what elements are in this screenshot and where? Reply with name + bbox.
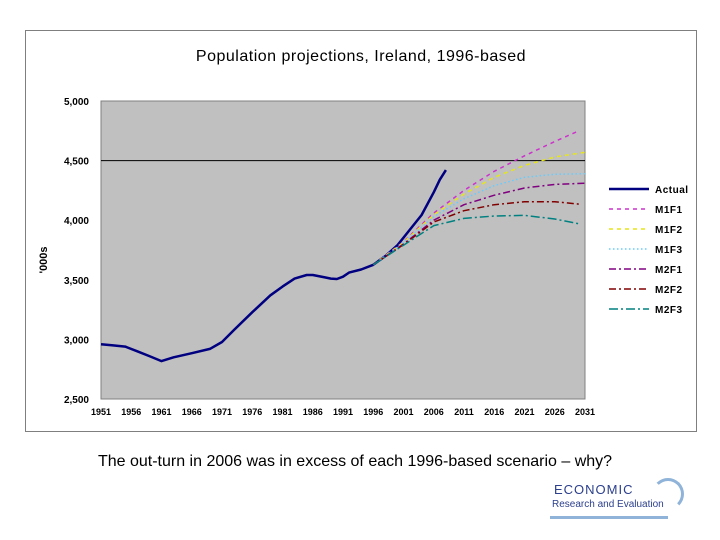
x-tick-label: 2031 bbox=[575, 407, 595, 417]
legend-label-m1f3: M1F3 bbox=[655, 245, 683, 256]
plot-area bbox=[100, 100, 586, 400]
x-tick-label: 1951 bbox=[91, 407, 111, 417]
y-axis-label: '000s bbox=[38, 246, 50, 273]
x-tick-label: 1961 bbox=[151, 407, 171, 417]
x-tick-label: 1976 bbox=[242, 407, 262, 417]
y-tick-label: 4,500 bbox=[64, 157, 89, 168]
slide-caption: The out-turn in 2006 was in excess of ea… bbox=[97, 453, 613, 470]
x-tick-label: 2016 bbox=[484, 407, 504, 417]
logo-text-research: Research and Evaluation bbox=[552, 499, 664, 510]
chart-title: Population projections, Ireland, 1996-ba… bbox=[196, 48, 526, 65]
y-tick-label: 4,000 bbox=[64, 216, 89, 227]
x-tick-label: 1956 bbox=[121, 407, 141, 417]
x-tick-label: 2006 bbox=[424, 407, 444, 417]
x-tick-label: 1971 bbox=[212, 407, 232, 417]
x-tick-label: 2021 bbox=[514, 407, 534, 417]
economic-research-logo: ECONOMIC Research and Evaluation bbox=[548, 478, 713, 530]
y-tick-label: 2,500 bbox=[64, 395, 89, 406]
series-line-m2f3 bbox=[372, 214, 580, 266]
legend-label-m1f2: M1F2 bbox=[655, 225, 683, 236]
x-tick-label: 2011 bbox=[454, 407, 474, 417]
x-tick-label: 1966 bbox=[182, 407, 202, 417]
logo-swoosh bbox=[550, 516, 668, 519]
series-line-m1f3 bbox=[372, 172, 586, 266]
x-tick-label: 1981 bbox=[272, 407, 292, 417]
logo-text-economic: ECONOMIC bbox=[554, 482, 634, 497]
x-tick-label: 1996 bbox=[363, 407, 383, 417]
logo-arc bbox=[652, 478, 684, 510]
x-tick-label: 1986 bbox=[303, 407, 323, 417]
x-tick-label: 2001 bbox=[393, 407, 413, 417]
series-line-m2f2 bbox=[372, 200, 580, 266]
x-tick-label: 1991 bbox=[333, 407, 353, 417]
population-chart: Population projections, Ireland, 1996-ba… bbox=[38, 48, 689, 417]
legend-label-actual: Actual bbox=[655, 185, 689, 196]
legend-label-m1f1: M1F1 bbox=[655, 205, 683, 216]
series-line-m1f2 bbox=[372, 151, 586, 266]
y-tick-label: 3,500 bbox=[64, 276, 89, 287]
y-tick-label: 5,000 bbox=[64, 97, 89, 108]
legend-label-m2f1: M2F1 bbox=[655, 265, 683, 276]
series-line-actual bbox=[100, 169, 447, 363]
x-tick-label: 2026 bbox=[545, 407, 565, 417]
legend-label-m2f3: M2F3 bbox=[655, 305, 683, 316]
y-tick-label: 3,000 bbox=[64, 335, 89, 346]
legend-label-m2f2: M2F2 bbox=[655, 285, 683, 296]
series-line-m2f1 bbox=[372, 182, 586, 266]
chart-frame: Population projections, Ireland, 1996-ba… bbox=[25, 30, 697, 432]
